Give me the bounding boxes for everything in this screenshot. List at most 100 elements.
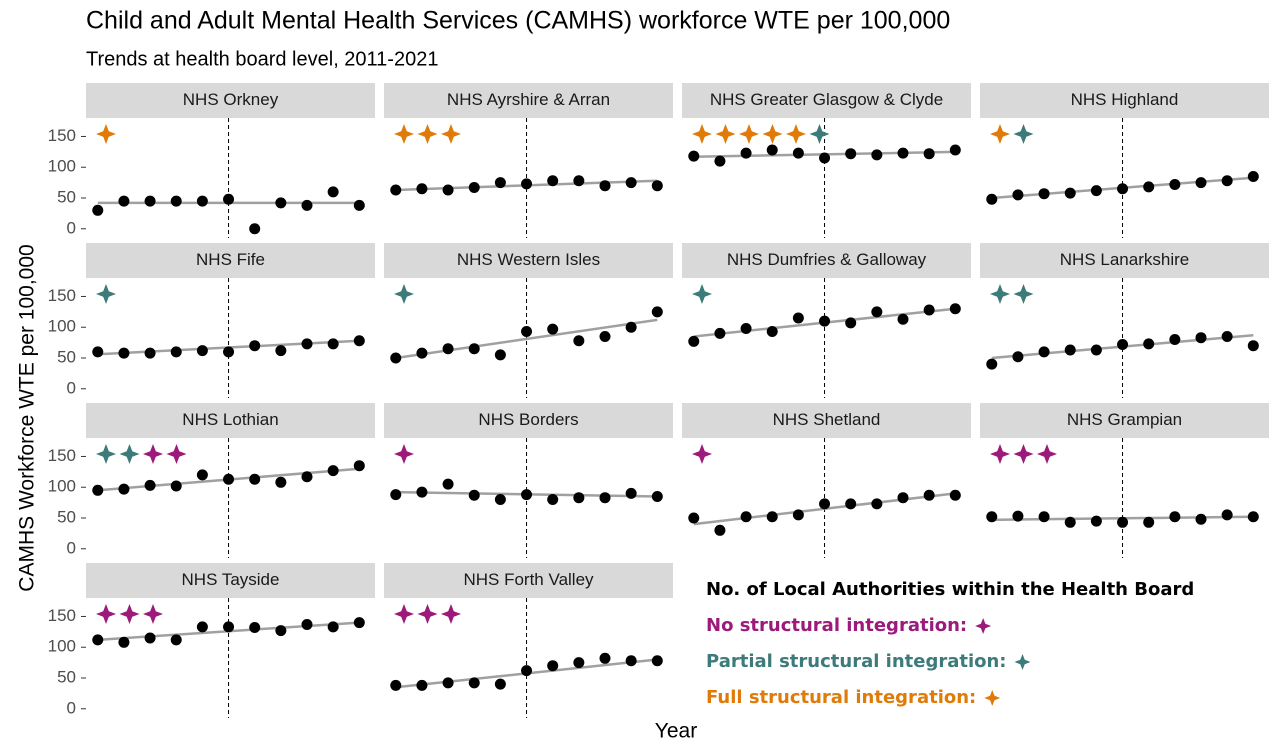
facet-strip: [384, 563, 673, 598]
data-point: [275, 625, 287, 637]
data-point: [416, 679, 428, 691]
data-point: [688, 335, 700, 347]
data-point: [92, 484, 104, 496]
data-point: [1012, 510, 1024, 522]
data-point: [986, 511, 998, 523]
authority-star: [441, 124, 461, 144]
facet-strip: [86, 403, 375, 438]
legend-title: No. of Local Authorities within the Heal…: [706, 579, 1194, 600]
data-point: [196, 469, 208, 481]
legend-label: Partial structural integration:: [706, 651, 1007, 672]
data-point: [144, 347, 156, 359]
data-point: [494, 494, 506, 506]
data-point: [327, 338, 339, 350]
authority-star: [417, 604, 438, 624]
data-point: [1221, 175, 1233, 187]
data-point: [923, 148, 935, 160]
data-point: [651, 655, 663, 667]
data-point: [547, 175, 559, 187]
y-tick-label: 50: [57, 507, 76, 526]
data-point: [1247, 340, 1259, 352]
data-point: [792, 509, 804, 521]
data-point: [1143, 516, 1155, 528]
facet-title: NHS Fife: [196, 250, 265, 269]
data-point: [547, 494, 559, 506]
data-point: [223, 193, 235, 205]
facet-strip: [86, 83, 375, 118]
data-point: [599, 492, 611, 504]
data-point: [275, 197, 287, 209]
data-point: [416, 183, 428, 195]
authority-star: [119, 444, 140, 464]
y-tick-label: 100: [48, 637, 76, 656]
data-point: [521, 178, 533, 190]
authority-star: [990, 284, 1010, 304]
data-point: [223, 621, 235, 633]
authority-star: [394, 124, 414, 144]
data-point: [521, 489, 533, 501]
facet-title: NHS Forth Valley: [463, 570, 594, 589]
facet-strip: [682, 403, 971, 438]
data-point: [92, 346, 104, 358]
y-axis-label: CAMHS Workforce WTE per 100,000: [16, 244, 39, 591]
y-tick-label: 0: [67, 698, 76, 717]
authority-star: [394, 284, 414, 304]
y-tick-label: 150: [48, 286, 76, 305]
x-axis-label: Year: [655, 720, 697, 743]
data-point: [1221, 509, 1233, 521]
data-point: [986, 358, 998, 370]
data-point: [1064, 187, 1076, 199]
data-point: [949, 303, 961, 315]
data-point: [1117, 338, 1129, 350]
data-point: [196, 195, 208, 207]
data-point: [118, 195, 130, 207]
data-point: [923, 304, 935, 316]
facet-strip: [86, 243, 375, 278]
data-point: [819, 152, 831, 164]
data-point: [766, 144, 778, 156]
data-point: [1090, 344, 1102, 356]
data-point: [1195, 332, 1207, 344]
data-point: [353, 617, 365, 629]
y-tick-label: 50: [57, 667, 76, 686]
data-point: [1012, 189, 1024, 201]
data-point: [871, 306, 883, 318]
data-point: [223, 346, 235, 358]
facet-strip: [980, 83, 1269, 118]
data-point: [573, 492, 585, 504]
authority-star: [394, 444, 414, 464]
data-point: [92, 204, 104, 216]
data-point: [92, 634, 104, 646]
data-point: [740, 511, 752, 523]
data-point: [249, 473, 261, 485]
data-point: [196, 621, 208, 633]
data-point: [845, 498, 857, 510]
data-point: [1169, 511, 1181, 523]
facet-title: NHS Lothian: [182, 410, 278, 429]
data-point: [521, 665, 533, 677]
authority-star: [990, 444, 1010, 464]
data-point: [651, 490, 663, 502]
authority-star: [715, 124, 736, 144]
y-tick-label: 150: [48, 606, 76, 625]
data-point: [1221, 330, 1233, 342]
data-point: [573, 657, 585, 669]
data-point: [223, 473, 235, 485]
authority-star: [166, 444, 187, 464]
data-point: [766, 511, 778, 523]
data-point: [1143, 338, 1155, 350]
data-point: [740, 322, 752, 334]
authority-star: [143, 604, 163, 624]
data-point: [819, 498, 831, 510]
data-point: [625, 487, 637, 499]
authority-star: [692, 124, 712, 144]
facet-title: NHS Borders: [478, 410, 578, 429]
authority-star: [417, 124, 438, 144]
data-point: [170, 346, 182, 358]
data-point: [599, 180, 611, 192]
data-point: [275, 476, 287, 488]
data-point: [118, 347, 130, 359]
data-point: [353, 199, 365, 211]
data-point: [923, 489, 935, 501]
data-point: [275, 345, 287, 357]
